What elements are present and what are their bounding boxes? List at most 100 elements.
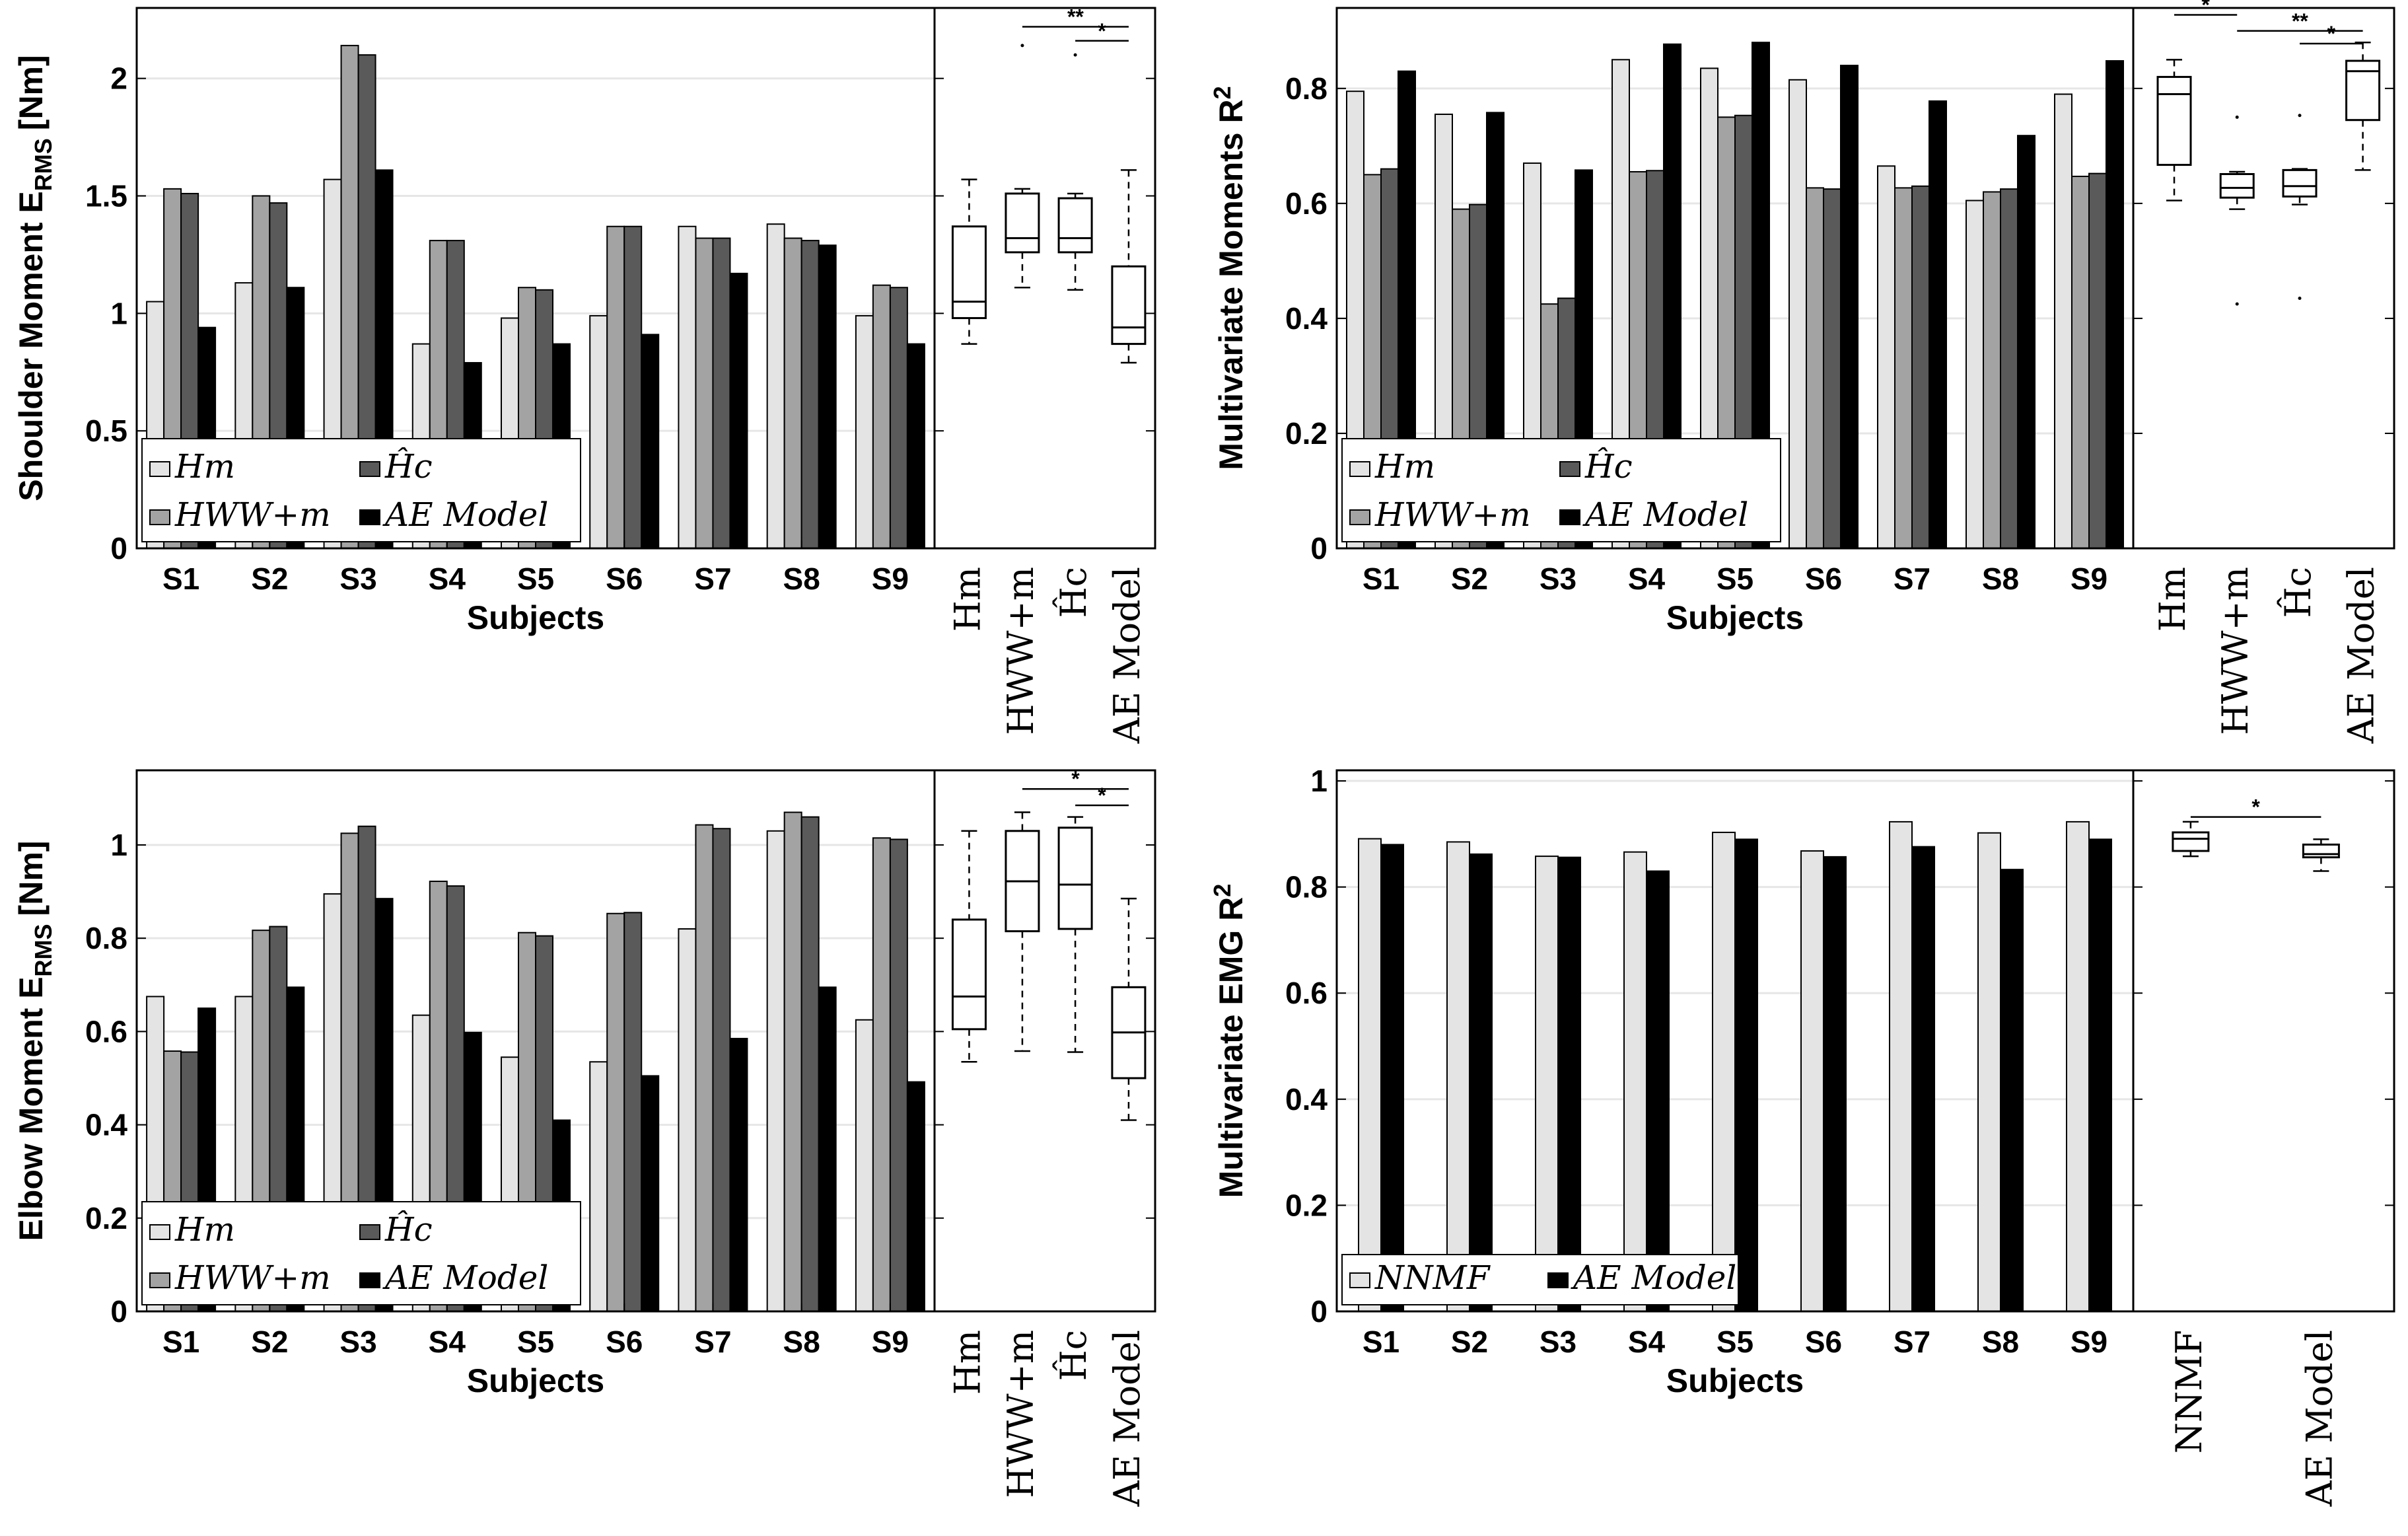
box-axes-frame [2132,7,2395,550]
y-axis-label-unit: [Nm] [13,55,50,130]
x-tick-label: S8 [783,562,820,596]
bar--c-s8 [800,240,820,549]
bar-ae-model-s5 [1734,838,1758,1312]
x-tick-label: S2 [251,1325,288,1359]
x-tick-label: S6 [606,1325,643,1359]
legend-swatch [359,509,380,525]
bar-ae-model-s3 [1557,856,1581,1312]
x-axis-label: Subjects [1666,1362,1804,1399]
x-tick-label: S9 [872,562,909,596]
box-plot-ae-model [2345,41,2381,171]
y-tick-label: 0.8 [1285,71,1328,106]
legend-label: HWW+m [1374,495,1531,534]
legend-label: HWW+m [174,495,331,534]
chart-panel-bottom-left: S1 S2 S3 S4 S5 S6 S7 S8 S9 0 0.2 0.4 0.6 0.8 1 Subjects… [13,767,1156,1507]
bar-hww-m-s9 [872,837,891,1312]
box-body [2282,168,2318,198]
legend-label: AE Model [1571,1259,1736,1297]
y-axis-label-sub: RMS [30,924,57,976]
y-tick-label: 0.4 [1285,301,1328,336]
legend-swatch [1349,1272,1370,1288]
bar-hww-m-s7 [695,824,714,1313]
box-plot-hww-m [2219,115,2255,306]
box-plot-ae-model [1111,169,1147,364]
x-tick-label: S9 [872,1325,909,1359]
x-tick-label: S5 [1717,1325,1753,1359]
y-tick-label: 0.4 [1285,1082,1328,1116]
legend-swatch [359,1272,380,1288]
legend-swatch [1349,461,1370,477]
bar-hww-m-s7 [695,237,714,549]
x-tick-label: S7 [694,562,731,596]
x-axis-label: Subjects [467,599,604,636]
bar-ae-model-s8 [818,244,837,549]
x-tick-label: S7 [694,1325,731,1359]
bar-ae-model-s2 [1469,853,1493,1313]
y-axis-label: Multivariate EMG R2 [1209,884,1250,1198]
x-tick-label: S2 [1451,562,1488,596]
bar-hm-s8 [766,223,785,549]
significance-label: ** [1067,5,1084,28]
bar-nnmf-s9 [2066,821,2090,1312]
legend-swatch [359,461,380,477]
box-body [2345,59,2381,122]
legend-swatch [1559,461,1580,477]
x-tick-label: S3 [339,1325,376,1359]
box-body [1057,826,1093,930]
bar-hww-m-s8 [783,237,802,549]
bar-hm-s6 [1788,79,1807,549]
y-axis-label-sub: RMS [30,138,57,191]
x-tick-label: S7 [1894,562,1930,596]
y-axis-label-main: Elbow Moment E [13,976,50,1241]
box-plot-ae-model [1111,897,1147,1121]
x-tick-label: S2 [251,562,288,596]
box-body [1005,192,1040,254]
x-tick-label: S1 [162,562,199,596]
box-body [2172,831,2210,852]
y-axis-label: Elbow Moment ERMS [Nm] [13,841,57,1241]
bar-nnmf-s5 [1712,831,1736,1312]
box-outlier [2235,115,2239,119]
box-plot-ae-model [2302,838,2340,872]
legend-swatch [1559,509,1580,525]
box-body [2156,75,2192,166]
box-body [2302,843,2340,859]
x-tick-label: S4 [429,1325,466,1359]
bar--c-s7 [712,828,731,1312]
box-body [951,918,987,1031]
y-tick-label: 1 [110,828,127,862]
bar-ae-model-s8 [818,986,837,1312]
legend-label: Hm [174,1210,235,1249]
box-plot-hww-m [1005,44,1040,289]
x-tick-label: S1 [162,1325,199,1359]
y-axis-label: Shoulder Moment ERMS [Nm] [13,55,57,501]
bar--c-s6 [623,912,643,1313]
significance-label: * [1071,767,1080,791]
x-tick-label: S5 [1717,562,1753,596]
significance-label: ** [2292,9,2308,33]
bar--c-s9 [2088,172,2107,549]
box-outlier [1020,44,1024,48]
y-tick-label: 0.6 [1285,186,1328,221]
box-body [1057,197,1093,254]
box-plot-hm [951,178,987,345]
box-category-label: HWW+m [1000,1330,1042,1498]
box-body [951,225,987,319]
box-axes-frame [933,769,1156,1313]
significance-label: * [2327,22,2336,46]
box-plot--c [2282,114,2318,300]
legend-swatch [1349,509,1370,525]
bar-ae-model-s9 [2088,838,2112,1312]
x-tick-label: S4 [1628,562,1666,596]
bar-ae-model-s6 [641,1075,660,1313]
significance-label: * [2201,0,2210,17]
box-category-label: Ĥc [1052,567,1094,618]
y-tick-label: 0.4 [85,1108,127,1142]
bar-hm-s9 [855,1019,874,1312]
bar-hww-m-s9 [2071,175,2090,549]
x-tick-label: S1 [1363,1325,1399,1359]
y-tick-label: 0.8 [85,921,127,955]
bar-ae-model-s8 [2000,869,2024,1312]
legend-swatch [149,1224,170,1240]
